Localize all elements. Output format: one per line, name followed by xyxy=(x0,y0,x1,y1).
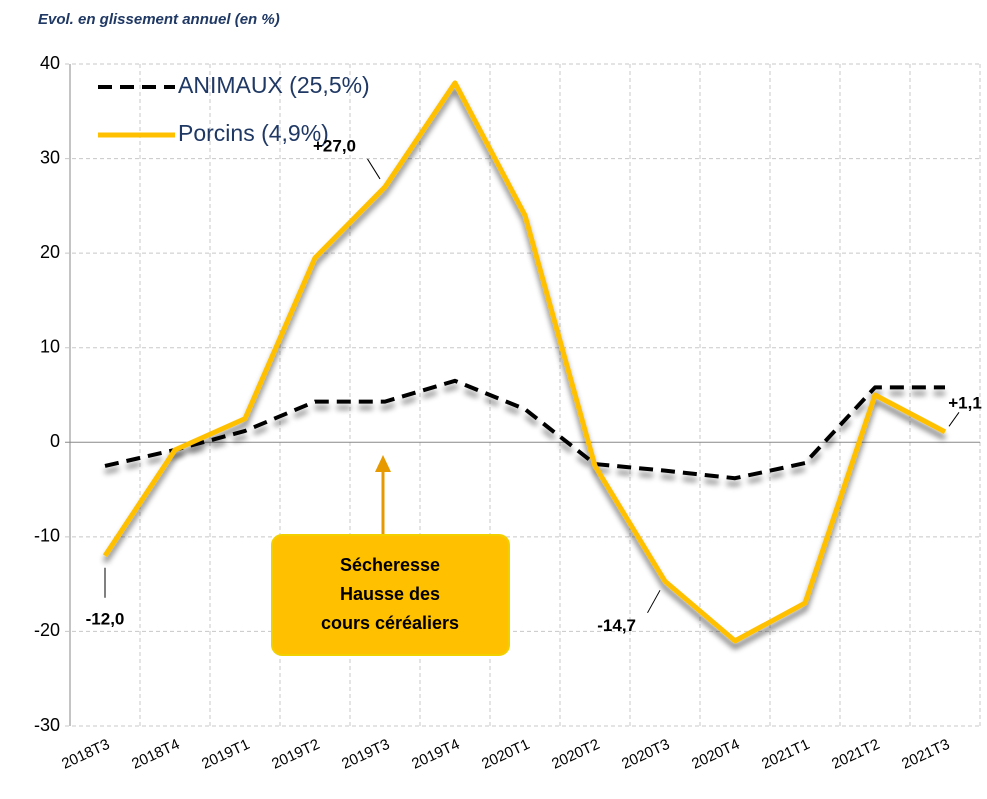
y-tick-label: 0 xyxy=(50,431,60,451)
data-label: -14,7 xyxy=(597,616,636,635)
y-tick-label: 20 xyxy=(40,242,60,262)
x-tick-label: 2018T3 xyxy=(59,736,112,773)
y-tick-label: -10 xyxy=(34,526,60,546)
x-tick-label: 2021T3 xyxy=(899,736,952,773)
x-tick-label: 2020T2 xyxy=(549,736,602,773)
series-line xyxy=(104,378,945,481)
x-tick-label: 2021T1 xyxy=(759,736,812,773)
series-line xyxy=(102,80,947,644)
y-tick-label: 30 xyxy=(40,147,60,167)
x-tick-label: 2020T1 xyxy=(479,736,532,773)
label-leader xyxy=(647,590,661,614)
x-tick-label: 2019T3 xyxy=(339,736,392,773)
data-label: +27,0 xyxy=(313,136,356,155)
annotation-box xyxy=(271,534,510,656)
label-leader xyxy=(367,158,381,180)
x-tick-label: 2020T3 xyxy=(619,736,672,773)
data-label: +1,1 xyxy=(948,393,982,412)
y-tick-label: -30 xyxy=(34,715,60,735)
x-tick-label: 2019T2 xyxy=(269,736,322,773)
legend-label: ANIMAUX (25,5%) xyxy=(178,72,370,98)
x-tick-label: 2020T4 xyxy=(689,736,742,773)
x-tick-label: 2019T1 xyxy=(199,736,252,773)
y-tick-label: 10 xyxy=(40,336,60,356)
annotation-text: cours céréaliers xyxy=(321,613,459,633)
data-label: -12,0 xyxy=(86,609,125,628)
annotation-arrowhead xyxy=(375,455,391,472)
annotation-text: Sécheresse xyxy=(340,555,440,575)
label-leader xyxy=(948,411,960,427)
y-tick-label: 40 xyxy=(40,53,60,73)
subtitle: Evol. en glissement annuel (en %) xyxy=(38,11,280,28)
x-tick-label: 2019T4 xyxy=(409,736,462,773)
annotation-text: Hausse des xyxy=(340,584,440,604)
y-tick-label: -20 xyxy=(34,620,60,640)
x-tick-label: 2021T2 xyxy=(829,736,882,773)
legend-label: Porcins (4,9%) xyxy=(178,120,329,146)
x-tick-label: 2018T4 xyxy=(129,736,182,773)
